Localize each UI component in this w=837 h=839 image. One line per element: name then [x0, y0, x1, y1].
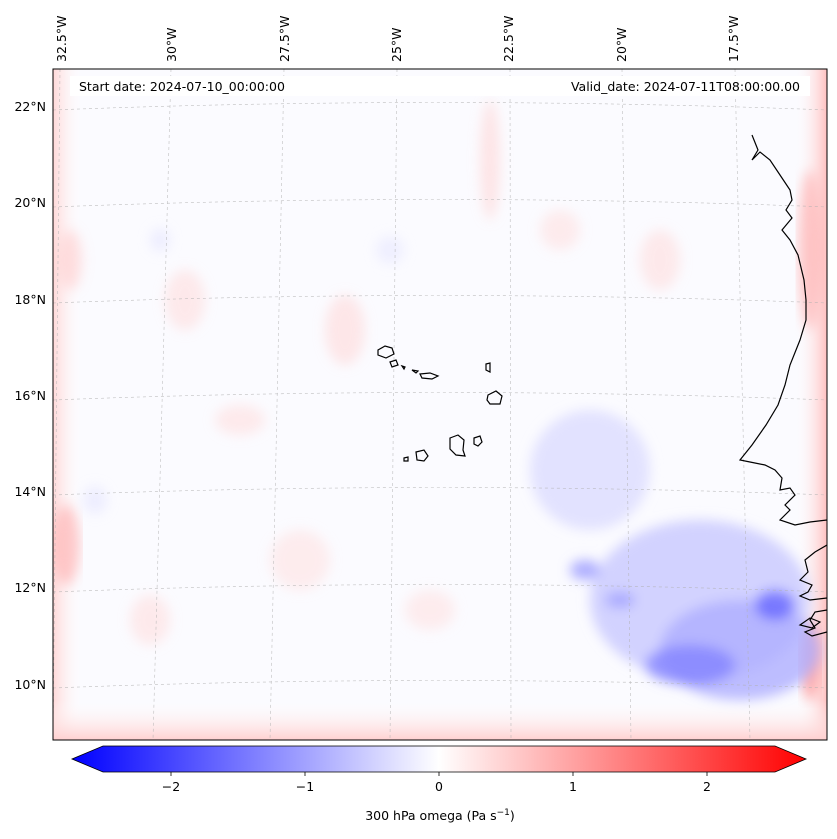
lat-label: 14°N	[14, 484, 46, 499]
graticule	[53, 69, 827, 740]
colorbar-tick: 0	[435, 779, 443, 794]
lon-label: 32.5°W	[54, 16, 69, 62]
map-frame	[52, 68, 828, 741]
lon-label: 25°W	[389, 27, 404, 62]
latitude-labels: 22°N 20°N 18°N 16°N 14°N 12°N 10°N	[14, 99, 46, 692]
cape-verde-islands	[377, 345, 503, 462]
lat-label: 20°N	[14, 195, 46, 210]
lon-label: 22.5°W	[501, 16, 516, 62]
colorbar: −2 −1 0 1 2 300 hPa omega (Pa s−1)	[70, 745, 808, 823]
colorbar-tick: 1	[569, 779, 577, 794]
lat-label: 16°N	[14, 388, 46, 403]
colorbar-tick: −1	[296, 779, 314, 794]
colorbar-tick: 2	[703, 779, 711, 794]
lat-label: 18°N	[14, 292, 46, 307]
colorbar-tick: −2	[162, 779, 180, 794]
longitude-labels: 32.5°W 30°W 27.5°W 25°W 22.5°W 20°W 17.5…	[54, 16, 741, 62]
coastline-guinea	[798, 544, 827, 637]
lat-label: 12°N	[14, 580, 46, 595]
lat-label: 10°N	[14, 677, 46, 692]
coastline-africa	[738, 134, 827, 526]
colorbar-label: 300 hPa omega (Pa s−1)	[365, 808, 515, 823]
lon-label: 17.5°W	[726, 16, 741, 62]
lon-label: 30°W	[164, 27, 179, 62]
omega-field: Start date: 2024-07-10_00:00:00 Valid_da…	[53, 69, 827, 740]
colorbar-bar	[70, 745, 808, 773]
start-date-label: Start date: 2024-07-10_00:00:00	[79, 79, 285, 94]
lat-label: 22°N	[14, 99, 46, 114]
valid-date-label: Valid_date: 2024-07-11T08:00:00.00	[571, 79, 800, 94]
lon-label: 27.5°W	[277, 16, 292, 62]
lon-label: 20°W	[614, 27, 629, 62]
